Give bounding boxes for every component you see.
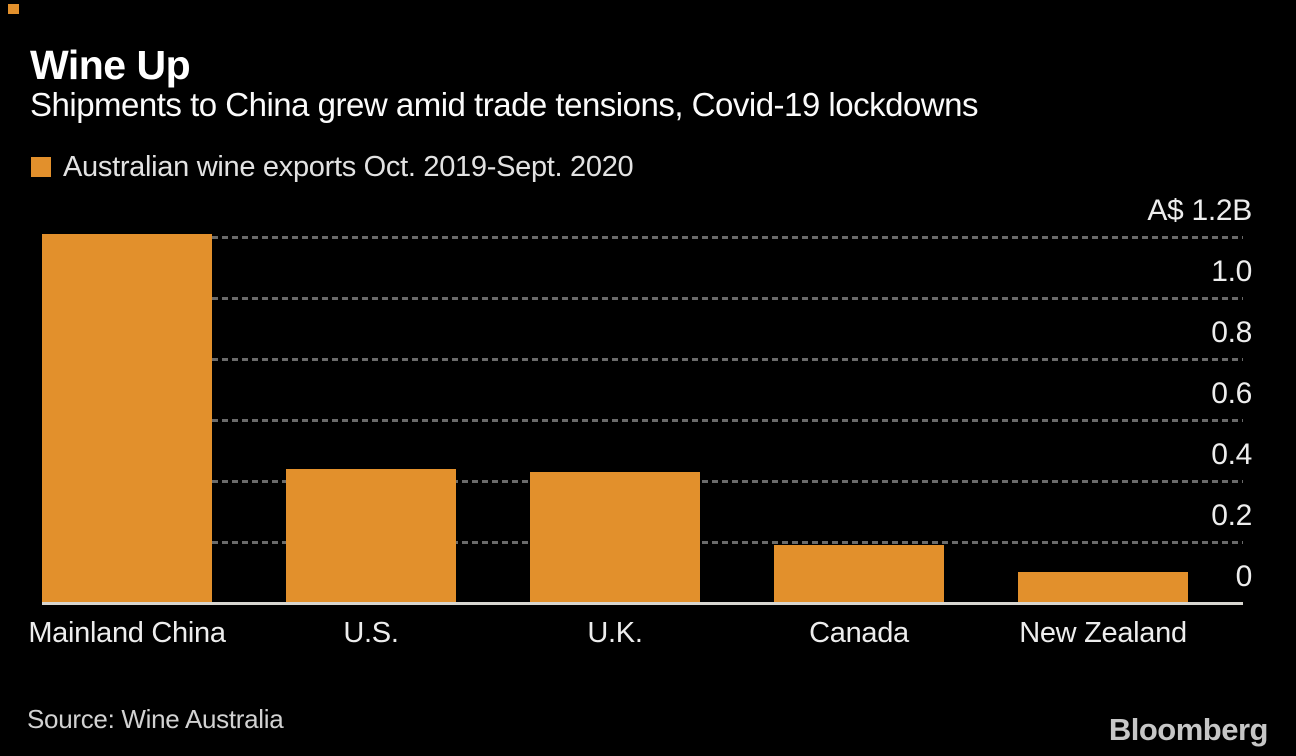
y-axis-label-0-2: 0.2: [1211, 499, 1252, 532]
bloomberg-logo: Bloomberg: [1108, 712, 1269, 747]
chart-subtitle: Shipments to China grew amid trade tensi…: [30, 86, 979, 123]
x-axis-label-u-s: U.S.: [343, 617, 399, 649]
bar-new-zealand: [1018, 572, 1188, 603]
gridline-0.6: [42, 419, 1243, 422]
legend: Australian wine exports Oct. 2019-Sept. …: [31, 150, 634, 183]
source-text: Source: Wine Australia: [27, 704, 284, 734]
y-axis-label-1-0: 1.0: [1211, 255, 1252, 288]
bar-mainland-china: [42, 234, 212, 603]
bar-u-s: [286, 469, 456, 603]
legend-label: Australian wine exports Oct. 2019-Sept. …: [63, 150, 634, 183]
x-axis-baseline: [42, 602, 1243, 605]
y-axis-label-0-4: 0.4: [1211, 438, 1252, 471]
y-axis-label-0: 0: [1235, 560, 1253, 593]
bar-canada: [774, 545, 944, 603]
bar-u-k: [530, 472, 700, 603]
y-axis-label-a-1-2b: A$ 1.2B: [1147, 194, 1252, 227]
x-axis-label-canada: Canada: [809, 617, 909, 649]
gridline-1.2: [42, 236, 1243, 239]
y-axis-label-0-6: 0.6: [1211, 377, 1252, 410]
chart-title: Wine Up: [30, 42, 191, 88]
x-axis-label-mainland-china: Mainland China: [28, 617, 226, 649]
corner-accent-mark: [8, 4, 19, 14]
gridline-1.0: [42, 297, 1243, 300]
y-axis-label-0-8: 0.8: [1211, 316, 1252, 349]
gridline-0.8: [42, 358, 1243, 361]
legend-swatch-icon: [31, 157, 51, 177]
x-axis-label-u-k: U.K.: [587, 617, 643, 649]
x-axis-label-new-zealand: New Zealand: [1019, 617, 1187, 649]
